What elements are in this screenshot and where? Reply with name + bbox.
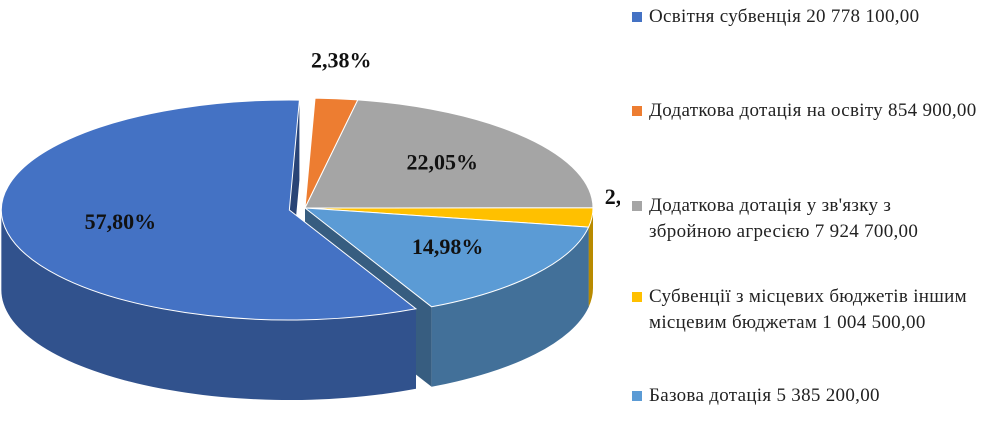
- legend-swatch: [632, 292, 642, 302]
- data-label: 2,79%: [605, 184, 620, 209]
- legend-swatch: [632, 391, 642, 401]
- labels: 57,80% 2,38% 22,05% 2,79% 14,98%: [85, 47, 620, 259]
- legend-label: Додаткова дотація на освіту 854 900,00: [649, 100, 977, 121]
- pie: 57,80% 2,38% 22,05% 2,79% 14,98%: [0, 47, 620, 401]
- slice: [304, 99, 594, 209]
- legend-label: Освітня субвенція 20 778 100,00: [649, 6, 920, 27]
- slice-side: [431, 227, 589, 387]
- data-label: 22,05%: [407, 149, 479, 174]
- legend-entry: Субвенції з місцевих бюджетів іншим місц…: [632, 284, 977, 336]
- slice-side: [1, 210, 416, 401]
- slice-side: [588, 208, 593, 308]
- legend-label: Додаткова дотація у зв'язку з збройною а…: [649, 195, 919, 242]
- tops: [0, 97, 594, 321]
- legend-label: Базова дотація 5 385 200,00: [649, 385, 880, 406]
- legend-entry: Додаткова дотація у зв'язку з збройною а…: [632, 193, 977, 245]
- data-label: 57,80%: [85, 209, 157, 234]
- legend-swatch: [632, 12, 642, 22]
- slice: [303, 207, 590, 308]
- sides: [1, 208, 593, 401]
- data-label: 14,98%: [412, 234, 484, 259]
- legend-label: Субвенції з місцевих бюджетів іншим місц…: [649, 286, 967, 333]
- legend-swatch: [632, 106, 642, 116]
- legend-entry: Базова дотація 5 385 200,00: [632, 383, 977, 409]
- legend-entry: Освітня субвенція 20 778 100,00: [632, 4, 977, 30]
- slice: [0, 99, 418, 321]
- data-label: 2,38%: [311, 47, 372, 72]
- legend-entry: Додаткова дотація на освіту 854 900,00: [632, 98, 977, 124]
- legend-swatch: [632, 201, 642, 211]
